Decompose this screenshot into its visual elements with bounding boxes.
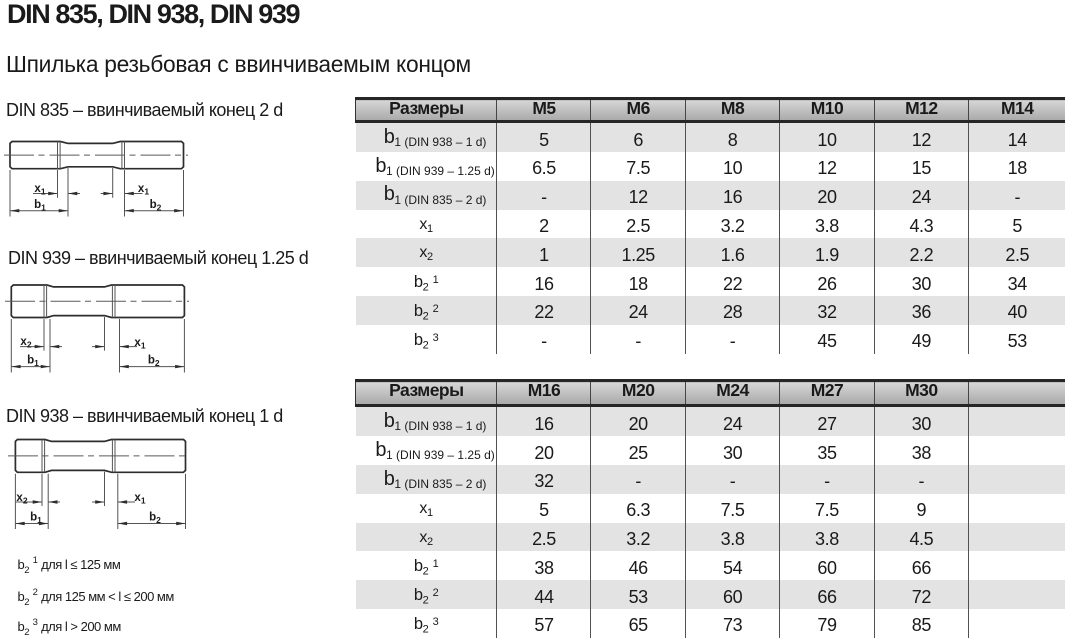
svg-text:b1: b1 [30, 511, 42, 525]
svg-text:x1: x1 [134, 492, 145, 506]
svg-text:x1: x1 [138, 183, 149, 197]
svg-text:x1: x1 [134, 337, 145, 351]
svg-text:b2: b2 [150, 199, 162, 213]
svg-text:x2: x2 [20, 336, 31, 350]
svg-text:b2: b2 [149, 511, 161, 525]
svg-text:b1: b1 [27, 355, 39, 369]
svg-text:x1: x1 [34, 183, 45, 197]
svg-text:x2: x2 [16, 492, 27, 506]
svg-text:b1: b1 [34, 199, 46, 213]
svg-text:b2: b2 [148, 355, 160, 369]
